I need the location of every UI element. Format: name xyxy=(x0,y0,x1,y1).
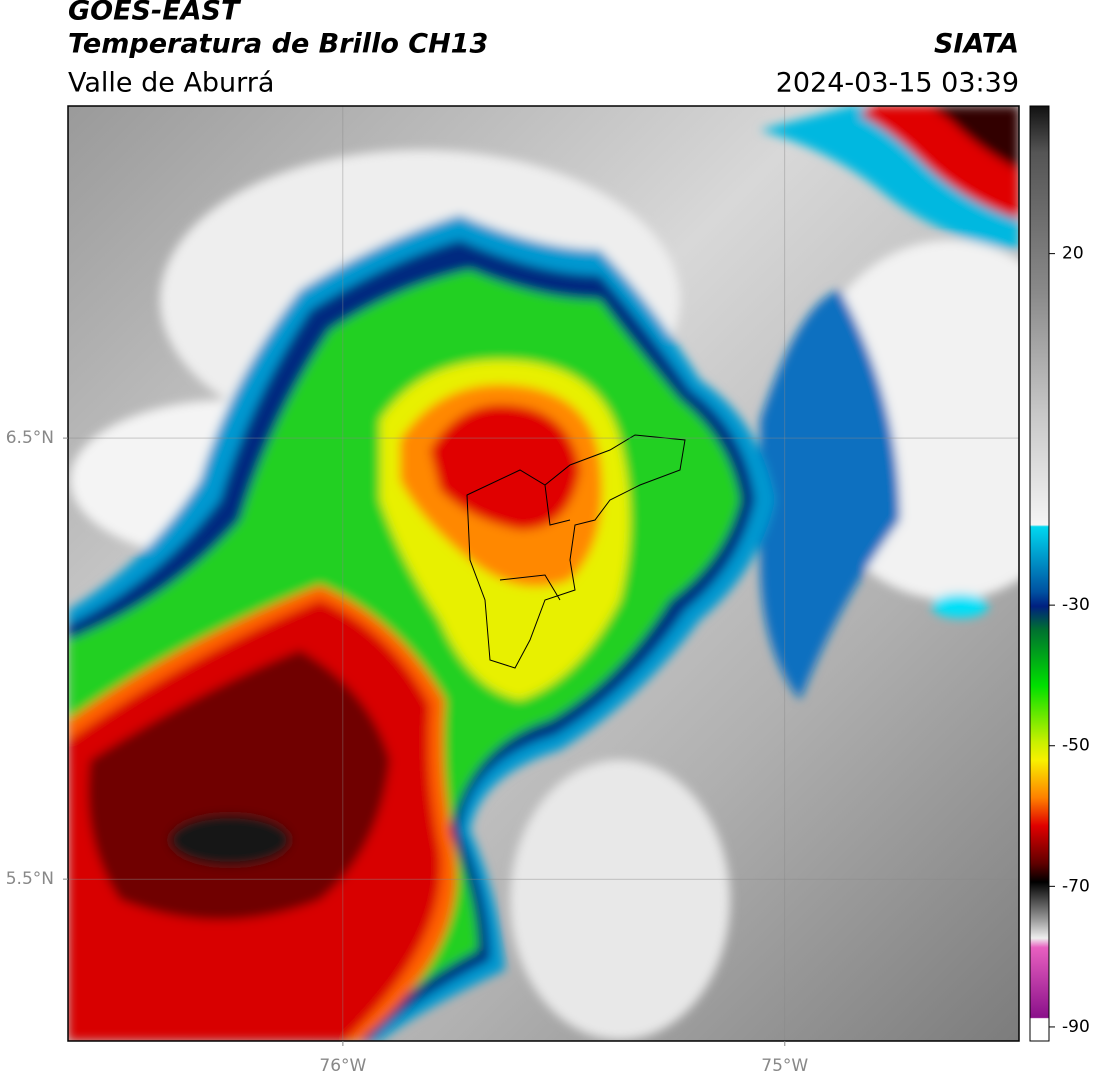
product: Temperatura de Brillo CH13 xyxy=(68,29,488,60)
colorbar-tick-label: -50 xyxy=(1062,736,1090,756)
agency: SIATA xyxy=(934,29,1019,60)
colorbar xyxy=(1029,105,1050,1042)
region: Valle de Aburrá xyxy=(68,68,274,99)
y-tick-label: 5.5°N xyxy=(6,869,54,889)
map-frame xyxy=(67,105,1020,1042)
imagery xyxy=(68,106,1019,1041)
colorbar-tick-label: -90 xyxy=(1062,1017,1090,1037)
datetime: 2024-03-15 03:39 xyxy=(776,68,1019,99)
y-tick-label: 6.5°N xyxy=(6,428,54,448)
x-tick-label: 76°W xyxy=(319,1056,366,1076)
graticule xyxy=(68,106,1019,1041)
colorbar-tick-label: -30 xyxy=(1062,595,1090,615)
colorbar-tick-label: 20 xyxy=(1062,244,1084,264)
satellite: GOES-EAST xyxy=(68,0,242,27)
x-tick-label: 75°W xyxy=(761,1056,808,1076)
colorbar-tick-label: -70 xyxy=(1062,876,1090,896)
